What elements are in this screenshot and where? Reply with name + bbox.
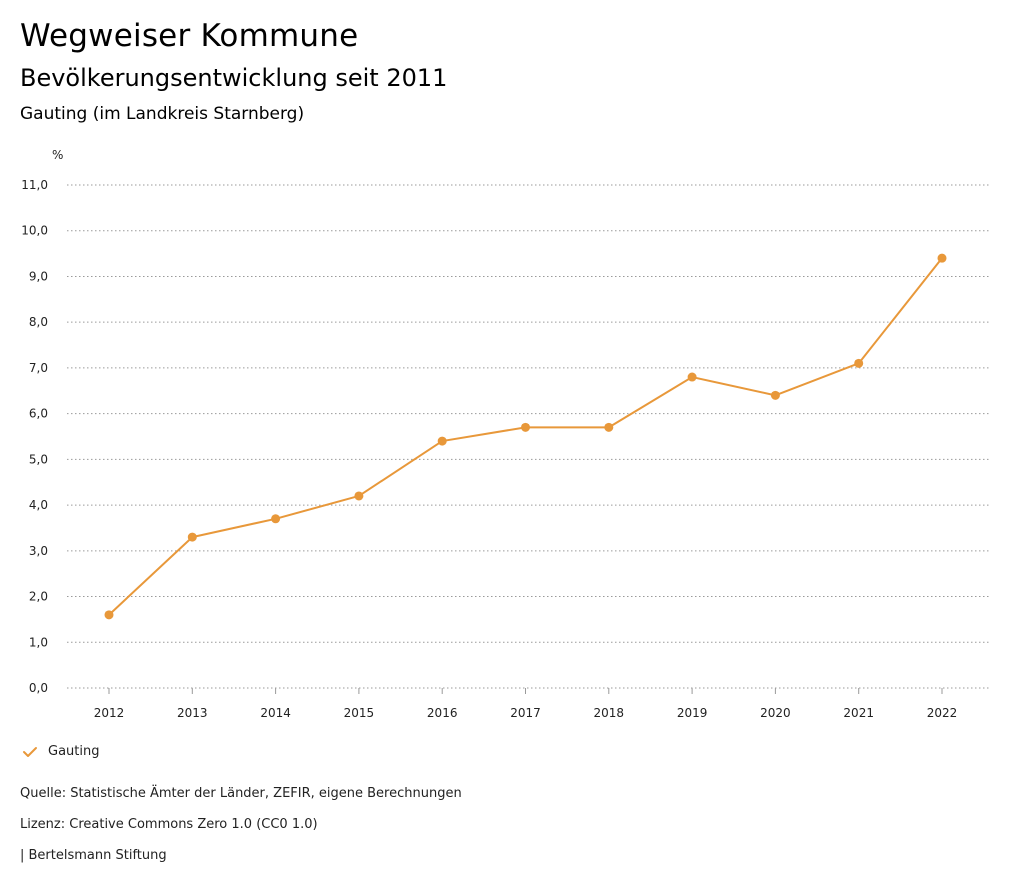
page-title: Wegweiser Kommune bbox=[20, 18, 359, 54]
region-label: Gauting (im Landkreis Starnberg) bbox=[20, 104, 305, 124]
publisher-note: | Bertelsmann Stiftung bbox=[20, 848, 167, 863]
data-point bbox=[770, 390, 780, 400]
data-point bbox=[854, 358, 864, 368]
x-tick-label: 2013 bbox=[177, 706, 208, 720]
x-tick-label: 2018 bbox=[594, 706, 625, 720]
line-chart: % 0,0 1,0 2,0 3,0 4,0 5,0 6,0 7,0 8,0 9,0 10,0 11,0 2… bbox=[21, 148, 990, 720]
y-tick-label: 5,0 bbox=[29, 452, 48, 466]
source-note: Quelle: Statistische Ämter der Länder, Z… bbox=[20, 786, 462, 801]
y-tick-label: 9,0 bbox=[29, 269, 48, 283]
chart-subtitle: Bevölkerungsentwicklung seit 2011 bbox=[20, 64, 448, 92]
legend[interactable]: Gauting bbox=[22, 744, 99, 759]
y-tick-label: 7,0 bbox=[29, 361, 48, 375]
x-tick-label: 2016 bbox=[427, 706, 458, 720]
data-point bbox=[604, 422, 614, 432]
x-tick-label: 2014 bbox=[260, 706, 291, 720]
data-point bbox=[354, 491, 364, 501]
data-point bbox=[187, 532, 197, 542]
data-point bbox=[104, 610, 114, 620]
y-tick-label: 0,0 bbox=[29, 681, 48, 695]
x-tick-label: 2012 bbox=[94, 706, 125, 720]
y-tick-label: 4,0 bbox=[29, 498, 48, 512]
data-point bbox=[437, 436, 447, 446]
x-tick-label: 2022 bbox=[927, 706, 958, 720]
data-point bbox=[521, 422, 530, 432]
y-tick-label: 8,0 bbox=[29, 315, 48, 329]
data-point bbox=[687, 372, 697, 382]
x-tick-label: 2019 bbox=[677, 706, 708, 720]
legend-label: Gauting bbox=[48, 744, 100, 759]
check-icon bbox=[23, 746, 37, 757]
y-tick-label: 3,0 bbox=[29, 544, 48, 558]
y-tick-label: 11,0 bbox=[21, 178, 48, 192]
license-note: Lizenz: Creative Commons Zero 1.0 (CC0 1… bbox=[20, 817, 318, 832]
y-tick-label: 10,0 bbox=[21, 224, 48, 238]
y-axis-label: % bbox=[52, 148, 63, 162]
data-point bbox=[937, 253, 947, 263]
series-line-gauting bbox=[108, 257, 943, 616]
y-tick-label: 6,0 bbox=[29, 407, 48, 421]
x-tick-label: 2017 bbox=[510, 706, 541, 720]
y-tick-label: 1,0 bbox=[29, 635, 48, 649]
y-tick-label: 2,0 bbox=[29, 590, 48, 604]
x-tick-label: 2021 bbox=[843, 706, 874, 720]
x-tick-label: 2015 bbox=[344, 706, 375, 720]
data-point bbox=[271, 514, 281, 524]
x-tick-label: 2020 bbox=[760, 706, 791, 720]
